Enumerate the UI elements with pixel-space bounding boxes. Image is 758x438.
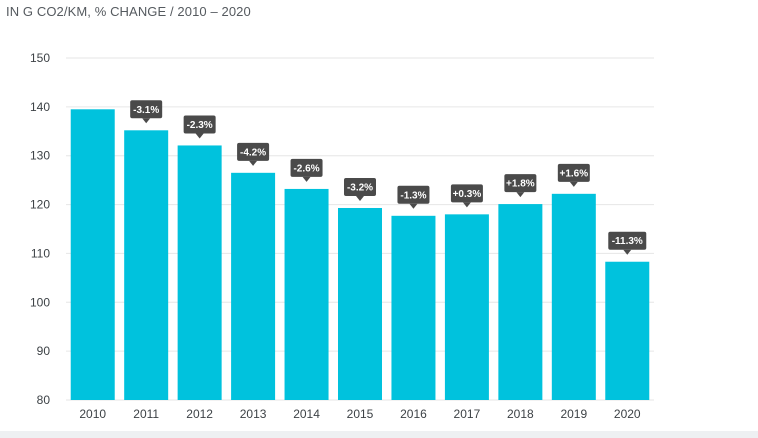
data-label: -11.3% xyxy=(608,231,647,255)
data-label-pointer xyxy=(356,195,364,201)
data-label-box xyxy=(397,185,430,204)
data-label: -2.6% xyxy=(290,158,323,182)
data-label-box xyxy=(344,177,376,196)
data-label-box xyxy=(130,100,163,119)
x-tick-label: 2013 xyxy=(240,407,267,421)
data-label-box xyxy=(557,163,590,182)
bar xyxy=(551,193,596,400)
bar xyxy=(70,109,115,401)
y-tick-label: 90 xyxy=(37,344,51,358)
data-label: +1.8% xyxy=(504,174,537,198)
data-label-text: -4.2% xyxy=(240,147,266,158)
bar xyxy=(124,130,169,400)
data-label-text: -1.3% xyxy=(400,190,426,201)
bar xyxy=(498,204,543,400)
data-label-text: +1.6% xyxy=(559,168,588,179)
chart-subtitle: IN G CO2/KM, % CHANGE / 2010 – 2020 xyxy=(6,4,251,19)
x-tick-label: 2015 xyxy=(347,407,374,421)
y-tick-label: 130 xyxy=(30,149,50,163)
x-tick-label: 2014 xyxy=(293,407,320,421)
y-tick-label: 80 xyxy=(37,393,51,407)
data-label-text: -2.6% xyxy=(293,163,319,174)
data-label: -3.1% xyxy=(130,100,163,124)
data-label-box xyxy=(183,115,216,134)
x-tick-label: 2017 xyxy=(454,407,481,421)
x-tick-label: 2010 xyxy=(79,407,106,421)
y-tick-label: 120 xyxy=(30,198,50,212)
x-tick-label: 2020 xyxy=(614,407,641,421)
data-label-box xyxy=(504,174,537,193)
x-tick-label: 2019 xyxy=(560,407,587,421)
x-tick-label: 2011 xyxy=(133,407,159,421)
data-label-pointer xyxy=(195,133,204,139)
data-label-pointer xyxy=(142,118,151,124)
data-label-box xyxy=(450,184,483,203)
data-label-pointer xyxy=(302,176,311,182)
bar xyxy=(177,145,222,400)
data-label-text: -3.2% xyxy=(347,182,373,193)
bar xyxy=(338,207,382,400)
data-label-text: -2.3% xyxy=(187,120,213,131)
bar xyxy=(284,188,329,400)
data-label-pointer xyxy=(569,181,578,187)
data-label-box xyxy=(290,158,323,177)
data-label-pointer xyxy=(249,160,258,166)
x-tick-label: 2018 xyxy=(507,407,534,421)
bar xyxy=(444,214,489,400)
x-tick-label: 2016 xyxy=(400,407,427,421)
y-tick-label: 140 xyxy=(30,100,50,114)
data-label: -2.3% xyxy=(183,115,216,139)
data-label-text: -11.3% xyxy=(612,236,643,247)
data-label: -3.2% xyxy=(344,177,376,201)
y-tick-label: 100 xyxy=(30,295,50,309)
y-tick-label: 150 xyxy=(30,51,50,65)
data-label: -1.3% xyxy=(397,185,430,209)
data-label-pointer xyxy=(516,192,525,198)
data-label-text: -3.1% xyxy=(133,105,159,116)
bar xyxy=(231,172,276,400)
bottom-divider xyxy=(0,431,758,438)
bar xyxy=(605,261,650,400)
data-label-pointer xyxy=(409,203,418,209)
x-tick-label: 2012 xyxy=(186,407,213,421)
data-label: +1.6% xyxy=(557,163,590,187)
data-label-pointer xyxy=(462,202,471,208)
data-label-text: +0.3% xyxy=(453,189,482,200)
data-label: +0.3% xyxy=(450,184,483,208)
y-tick-label: 110 xyxy=(31,246,50,260)
bar xyxy=(391,215,436,400)
data-label-pointer xyxy=(623,249,632,255)
data-label-box xyxy=(237,142,270,161)
data-label-text: +1.8% xyxy=(506,179,535,190)
data-label: -4.2% xyxy=(237,142,270,166)
data-label-box xyxy=(608,231,647,250)
